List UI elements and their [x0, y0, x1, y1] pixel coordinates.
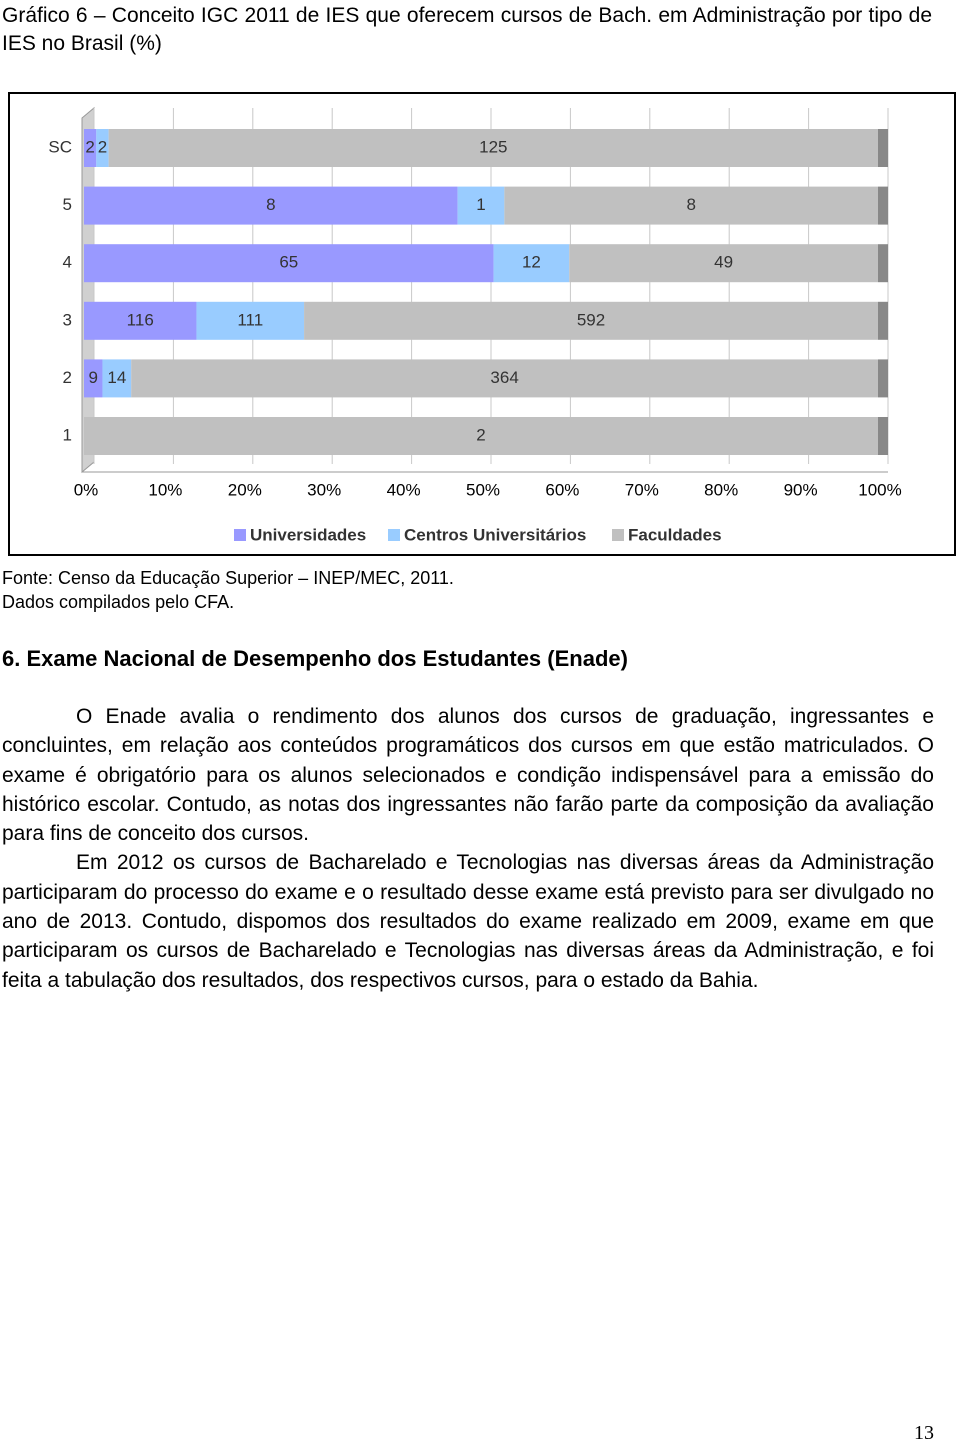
value-label: 125: [479, 137, 507, 156]
bar-segment: [102, 359, 132, 398]
bar-segment: [108, 129, 878, 167]
x-tick-label: 90%: [784, 480, 818, 499]
y-tick-label: 4: [63, 253, 72, 272]
legend-swatch: [234, 529, 246, 541]
x-tick-label: 60%: [545, 480, 579, 499]
value-label: 14: [107, 368, 126, 387]
paragraph: Em 2012 os cursos de Bacharelado e Tecno…: [2, 851, 934, 992]
bar-segment: [84, 359, 103, 398]
bar-segment: [504, 186, 878, 225]
y-tick-label: 5: [63, 195, 72, 214]
bar-segment: [131, 359, 879, 398]
x-tick-label: 50%: [466, 480, 500, 499]
bar-segment: [569, 244, 878, 283]
value-label: 65: [279, 253, 298, 272]
x-tick-label: 30%: [307, 480, 341, 499]
bar-end-cap: [878, 244, 888, 283]
legend-swatch: [612, 529, 624, 541]
x-tick-label: 80%: [704, 480, 738, 499]
legend-label: Universidades: [250, 525, 366, 544]
page-number: 13: [914, 1422, 934, 1444]
value-label: 12: [522, 253, 541, 272]
value-label: 364: [490, 368, 518, 387]
y-tick-label: SC: [48, 137, 72, 156]
chart: 0% 10% 20% 30% 40% 50% 60% 70% 80% 90% 100%SC 2 2 125…: [8, 92, 956, 556]
value-label: 2: [85, 137, 94, 156]
bar-segment: [84, 129, 97, 167]
source-line: Dados compilados pelo CFA.: [2, 592, 235, 612]
bar-end-cap: [878, 301, 888, 340]
value-label: 49: [714, 253, 733, 272]
bar-end-cap: [878, 129, 888, 167]
x-tick-label: 100%: [858, 480, 901, 499]
legend-label: Faculdades: [628, 525, 722, 544]
x-tick-label: 20%: [228, 480, 262, 499]
value-label: 111: [237, 310, 263, 329]
bar-segment: [304, 301, 879, 340]
y-tick-label: 3: [63, 310, 72, 329]
bar-segment: [84, 301, 197, 340]
x-tick-label: 0%: [74, 480, 99, 499]
bar-segment: [196, 301, 305, 340]
section-body: O Enade avalia o rendimento dos alunos d…: [2, 702, 934, 995]
bar-segment: [84, 186, 458, 225]
bar-segment: [493, 244, 570, 283]
legend-swatch: [388, 529, 400, 541]
bar-end-cap: [878, 359, 888, 398]
x-tick-label: 10%: [148, 480, 182, 499]
y-tick-label: 2: [63, 368, 72, 387]
value-label: 1: [476, 195, 485, 214]
x-tick-label: 70%: [625, 480, 659, 499]
x-tick-label: 40%: [387, 480, 421, 499]
value-label: 8: [266, 195, 275, 214]
bar-segment: [84, 417, 878, 455]
source-line: Fonte: Censo da Educação Superior – INEP…: [2, 568, 454, 588]
bar-end-cap: [878, 417, 888, 455]
bar-segment: [96, 129, 109, 167]
chart-caption: Gráfico 6 – Conceito IGC 2011 de IES que…: [2, 4, 932, 55]
value-label: 2: [476, 425, 485, 444]
y-tick-label: 1: [63, 425, 72, 444]
value-label: 8: [686, 195, 695, 214]
bar-segment: [457, 186, 505, 225]
legend-label: Centros Universitários: [404, 525, 586, 544]
section-heading: 6. Exame Nacional de Desempenho dos Estu…: [2, 646, 628, 671]
value-label: 592: [577, 310, 605, 329]
bar-segment: [84, 244, 494, 283]
paragraph: O Enade avalia o rendimento dos alunos d…: [2, 705, 934, 846]
value-label: 9: [88, 368, 97, 387]
value-label: 2: [98, 137, 107, 156]
value-label: 116: [127, 310, 154, 329]
bar-end-cap: [878, 186, 888, 225]
